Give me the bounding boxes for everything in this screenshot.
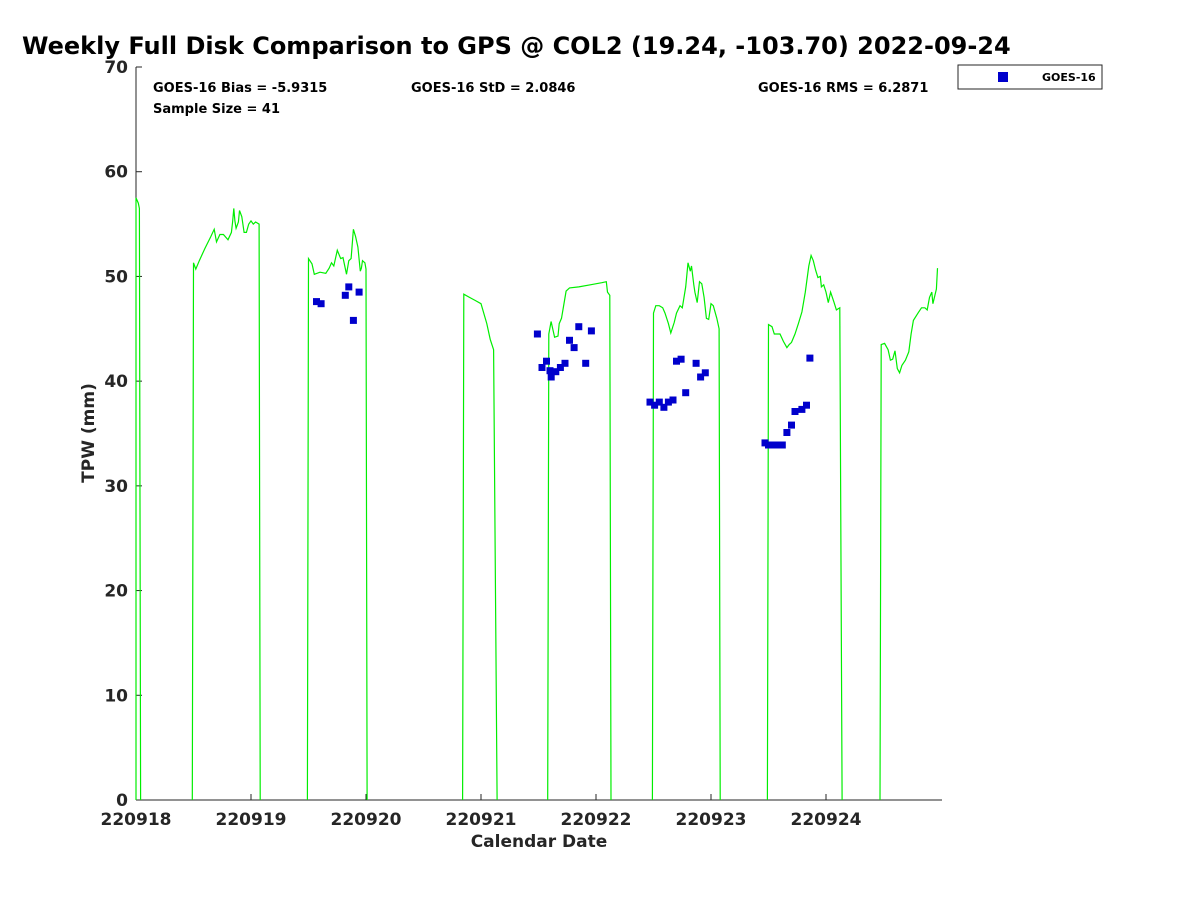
x-axis-label: Calendar Date	[471, 832, 608, 852]
goes16-point	[570, 344, 578, 352]
legend-box	[957, 64, 1103, 90]
goes16-point	[682, 389, 690, 397]
x-tick-label: 220919	[216, 810, 287, 830]
x-axis-ticks: 220918 220919 220920 220921 220922 220923 2209…	[101, 794, 862, 830]
goes16-point	[547, 373, 555, 381]
y-tick-label: 60	[104, 163, 128, 183]
x-tick-label: 220922	[561, 810, 632, 830]
chart-title: Weekly Full Disk Comparison to GPS @ COL…	[22, 32, 1011, 60]
y-tick-label: 0	[116, 791, 128, 811]
gps-line-segment	[135, 197, 142, 801]
goes16-point	[791, 408, 799, 415]
goes16-point	[587, 327, 595, 335]
gps-tpw-line	[135, 197, 939, 801]
goes16-point	[341, 291, 349, 299]
goes16-point	[651, 401, 659, 409]
goes16-point	[582, 359, 590, 367]
goes16-point	[317, 300, 325, 308]
goes16-point	[677, 355, 685, 363]
goes16-point	[765, 441, 772, 449]
goes16-point	[546, 367, 554, 375]
goes16-point	[783, 429, 791, 436]
goes16-point	[575, 323, 583, 331]
goes16-point	[349, 316, 357, 324]
gps-line-segment	[879, 268, 939, 801]
y-axis-label: TPW (mm)	[79, 383, 99, 483]
plot-frame	[135, 67, 942, 801]
goes16-points	[313, 283, 814, 449]
gps-line-segment	[462, 293, 498, 801]
goes16-point	[803, 401, 810, 409]
legend-label-goes16: GOES-16	[1042, 71, 1096, 84]
goes16-point	[692, 359, 700, 367]
goes16-point	[774, 441, 782, 449]
goes16-point	[669, 396, 677, 404]
rms-stat: GOES-16 RMS = 6.2871	[758, 81, 928, 96]
goes16-point	[538, 364, 546, 371]
sample-size-stat: Sample Size = 41	[153, 102, 280, 117]
x-tick-label: 220918	[101, 810, 172, 830]
x-tick-label: 220923	[676, 810, 747, 830]
goes16-point	[788, 421, 795, 429]
legend: GOES-16	[957, 64, 1103, 90]
gps-line-segment	[766, 253, 843, 801]
gps-line-segment	[651, 262, 721, 801]
goes16-point	[769, 441, 777, 449]
goes16-point	[806, 354, 814, 362]
goes16-point	[345, 283, 353, 291]
goes16-point	[798, 405, 806, 413]
gps-line-segment	[191, 208, 261, 801]
x-tick-label: 220924	[791, 810, 862, 830]
y-tick-label: 70	[104, 58, 128, 78]
goes16-point	[664, 398, 672, 406]
y-tick-label: 30	[104, 477, 128, 497]
goes16-point	[646, 398, 654, 406]
goes16-point	[533, 330, 541, 338]
gps-line-segment	[306, 229, 368, 801]
goes16-point	[673, 357, 680, 365]
legend-marker-goes16	[998, 72, 1008, 82]
goes16-point	[543, 357, 550, 365]
goes16-point	[778, 441, 786, 449]
goes16-point	[561, 359, 569, 367]
goes16-point	[552, 368, 560, 376]
goes16-point	[697, 373, 705, 381]
y-tick-label: 40	[104, 372, 128, 392]
goes16-point	[556, 364, 564, 371]
goes16-point	[655, 398, 663, 406]
y-tick-label: 50	[104, 267, 128, 287]
goes16-point	[566, 336, 573, 344]
y-axis-ticks: 0 10 20 30 40 50 60 70	[104, 58, 142, 811]
std-stat: GOES-16 StD = 2.0846	[411, 81, 575, 96]
goes16-point	[701, 369, 709, 377]
gps-line-segment	[547, 280, 612, 801]
x-tick-label: 220921	[446, 810, 517, 830]
x-tick-label: 220920	[331, 810, 402, 830]
goes16-point	[660, 403, 668, 411]
bias-stat: GOES-16 Bias = -5.9315	[153, 81, 327, 96]
goes16-point	[313, 298, 320, 306]
y-tick-label: 10	[104, 686, 128, 706]
goes16-point	[355, 288, 363, 296]
y-tick-label: 20	[104, 582, 128, 602]
